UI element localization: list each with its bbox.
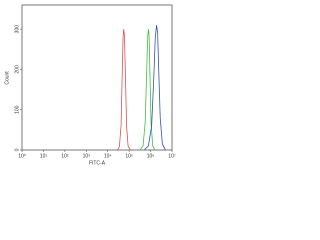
- histogram-line: [116, 29, 131, 151]
- x-tick-label: 10⁵: [125, 153, 133, 159]
- x-tick-label: 10⁶: [147, 153, 155, 159]
- x-tick-label: 10⁰: [18, 153, 26, 159]
- y-tick-label: 300: [14, 25, 20, 34]
- y-tick-label: 0: [14, 148, 20, 151]
- x-tick-label: 10⁷: [168, 153, 176, 159]
- x-tick-label: 10²: [61, 153, 69, 159]
- x-axis-label: FITC-A: [89, 160, 106, 166]
- x-tick-label: 10³: [83, 153, 91, 159]
- histogram-line: [143, 25, 166, 151]
- y-tick-label: 200: [14, 65, 20, 74]
- x-tick-label: 10¹: [40, 153, 48, 159]
- y-axis-label: Count: [4, 71, 10, 85]
- chart: FITC-A Count 0 100 200 300 10⁰ 10¹ 10² 10³ 10⁴ 10…: [4, 4, 176, 166]
- y-tick-label: 100: [14, 105, 20, 114]
- x-tick-label: 10⁴: [104, 153, 112, 159]
- plot-frame: [21, 4, 173, 151]
- histogram-line: [139, 29, 156, 151]
